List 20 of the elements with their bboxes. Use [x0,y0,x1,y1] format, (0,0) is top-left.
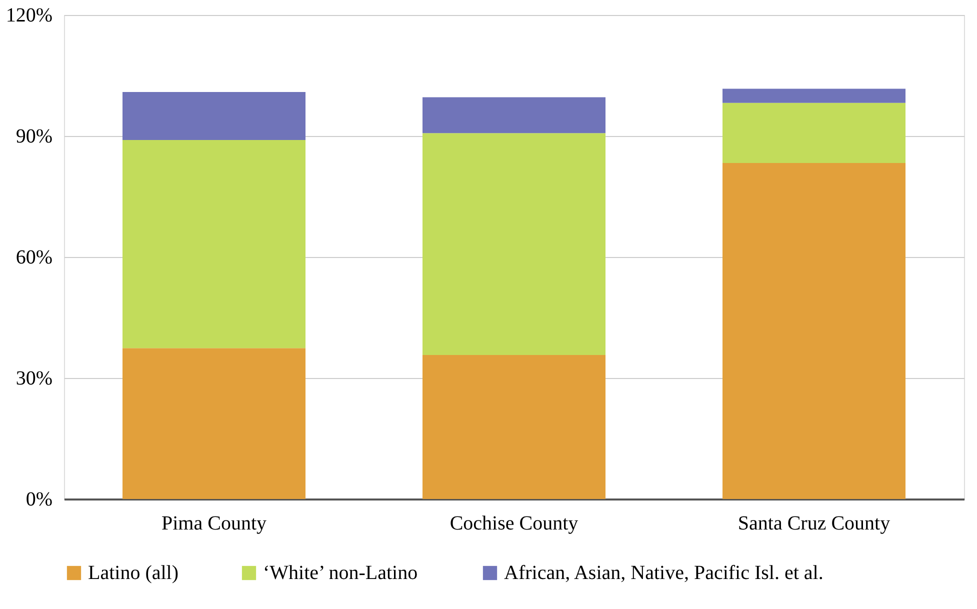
bar [422,133,606,356]
legend-label: Latino (all) [88,562,179,584]
y-tick-label: 90% [16,126,52,148]
bar [722,88,906,103]
legend-label: African, Asian, Native, Pacific Isl. et al. [504,562,824,584]
bar [722,163,906,499]
y-tick-label: 30% [16,368,52,390]
y-tick-label: 60% [16,246,52,268]
bar [122,92,306,140]
bar [722,102,906,164]
y-tick-label: 0% [26,488,52,510]
bar [422,355,606,499]
x-tick-label: Pima County [161,512,267,534]
bar [122,140,306,348]
x-tick-label: Santa Cruz County [738,512,890,534]
bar [422,97,606,134]
bar [122,348,306,499]
x-tick-label: Cochise County [450,512,578,534]
y-tick-label: 120% [6,4,52,26]
legend-label: ‘White’ non-Latino [263,562,418,584]
